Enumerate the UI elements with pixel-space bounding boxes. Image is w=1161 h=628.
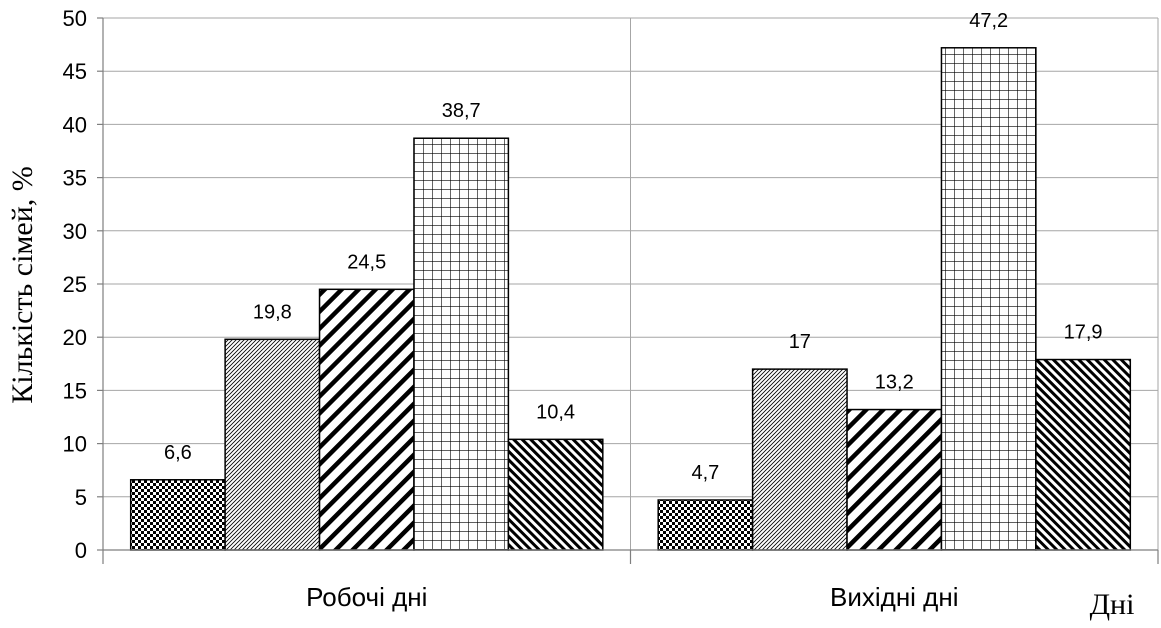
- category-label: Робочі дні: [306, 582, 427, 612]
- data-label: 13,2: [875, 372, 914, 394]
- category-label: Вихідні дні: [830, 582, 958, 612]
- x-axis-title: Дні: [1090, 588, 1135, 621]
- y-tick-label: 50: [63, 6, 87, 31]
- data-label: 17: [789, 331, 811, 353]
- data-label: 24,5: [347, 251, 386, 273]
- bar: [940, 47, 1037, 551]
- bar: [413, 137, 510, 551]
- data-label: 19,8: [253, 301, 292, 323]
- axes: [97, 17, 1159, 564]
- bar: [129, 479, 226, 551]
- bar: [846, 408, 943, 551]
- y-tick-label: 25: [63, 272, 87, 297]
- bar: [751, 368, 848, 551]
- data-label: 38,7: [442, 100, 481, 122]
- bar: [657, 499, 754, 551]
- bar: [1035, 358, 1132, 551]
- data-label: 17,9: [1064, 322, 1103, 344]
- y-tick-label: 10: [63, 432, 87, 457]
- data-label: 6,6: [164, 442, 192, 464]
- y-tick-label: 40: [63, 112, 87, 137]
- y-tick-label: 45: [63, 59, 87, 84]
- y-tick-label: 15: [63, 378, 87, 403]
- bar: [507, 438, 604, 551]
- bar: [224, 338, 321, 551]
- y-tick-label: 5: [75, 485, 87, 510]
- bars: [129, 47, 1132, 551]
- y-tick-label: 35: [63, 166, 87, 191]
- bar: [318, 288, 415, 551]
- data-label: 47,2: [969, 10, 1008, 32]
- y-axis-title: Кількість сімей, %: [6, 166, 39, 404]
- y-tick-label: 0: [75, 538, 87, 563]
- labels: 0 5 10 15 20 25 30 35 40 45 50 6,6 19,8 24,5 38,7 10,4 Р…: [63, 6, 1103, 612]
- data-label: 4,7: [691, 462, 719, 484]
- y-tick-label: 30: [63, 219, 87, 244]
- data-label: 10,4: [536, 401, 575, 423]
- y-tick-label: 20: [63, 325, 87, 350]
